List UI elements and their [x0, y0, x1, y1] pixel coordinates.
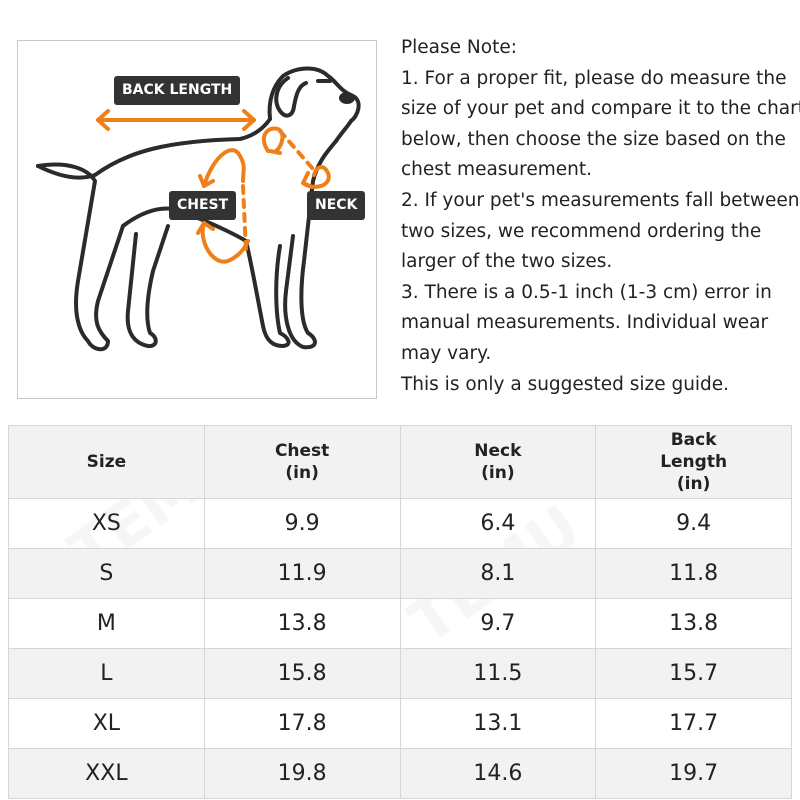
- table-row: XL 17.8 13.1 17.7: [8, 698, 792, 749]
- notes-line: below, then choose the size based on the: [401, 128, 786, 150]
- cell-back-length: 17.7: [595, 698, 792, 749]
- header-unit: (in): [285, 463, 319, 483]
- cell-chest: 9.9: [203, 498, 401, 549]
- header-text: Size: [86, 452, 127, 472]
- notes-line: 2. If your pet's measurements fall betwe…: [401, 189, 800, 211]
- cell-chest: 13.8: [203, 598, 401, 649]
- cell-neck: 6.4: [399, 498, 597, 549]
- cell-neck: 9.7: [399, 598, 597, 649]
- notes-line: manual measurements. Individual wear: [401, 312, 769, 334]
- header-size: Size: [8, 425, 205, 499]
- header-neck: Neck (in): [399, 425, 597, 499]
- header-back-length: Back Length (in): [595, 425, 792, 499]
- notes-line: 1. For a proper fit, please do measure t…: [401, 67, 787, 89]
- cell-neck: 8.1: [399, 548, 597, 599]
- table-row: XXL 19.8 14.6 19.7: [8, 748, 792, 799]
- measurement-arrows: [96, 109, 331, 264]
- notes-line: two sizes, we recommend ordering the: [401, 220, 762, 242]
- notes-line: 3. There is a 0.5-1 inch (1-3 cm) error …: [401, 281, 772, 303]
- header-text: Length: [660, 452, 728, 472]
- dog-outline-illustration: [36, 66, 361, 352]
- cell-neck: 14.6: [399, 748, 597, 799]
- header-unit: (in): [676, 474, 711, 494]
- cell-size: XL: [8, 698, 205, 749]
- notes-line: may vary.: [401, 342, 492, 364]
- header-text: Neck: [474, 441, 522, 461]
- table-row: S 11.9 8.1 11.8: [8, 548, 792, 599]
- cell-size: M: [8, 598, 205, 649]
- header-text: Chest: [274, 441, 330, 461]
- table-row: XS 9.9 6.4 9.4: [8, 498, 792, 549]
- header-unit: (in): [481, 463, 515, 483]
- cell-neck: 11.5: [399, 648, 597, 699]
- neck-label: NECK: [307, 191, 366, 220]
- cell-neck: 13.1: [399, 698, 597, 749]
- size-chart-table: Size Chest (in) Neck (in) Back Length (in) X…: [8, 425, 792, 799]
- cell-chest: 11.9: [203, 548, 401, 599]
- dog-nose: [339, 92, 355, 104]
- header-chest: Chest (in): [203, 425, 401, 499]
- cell-size: L: [8, 648, 205, 699]
- header-text: Back: [670, 430, 717, 450]
- cell-back-length: 13.8: [595, 598, 792, 649]
- cell-back-length: 19.7: [595, 748, 792, 799]
- back-length-label: BACK LENGTH: [114, 76, 241, 105]
- chest-label: CHEST: [169, 191, 237, 220]
- cell-back-length: 9.4: [595, 498, 792, 549]
- cell-size: S: [8, 548, 205, 599]
- table-row: M 13.8 9.7 13.8: [8, 598, 792, 649]
- cell-size: XS: [8, 498, 205, 549]
- cell-chest: 17.8: [203, 698, 401, 749]
- cell-size: XXL: [8, 748, 205, 799]
- cell-back-length: 15.7: [595, 648, 792, 699]
- notes-line: chest measurement.: [401, 159, 592, 181]
- cell-chest: 15.8: [203, 648, 401, 699]
- dog-measurement-diagram: BACK LENGTH CHEST NECK: [17, 40, 377, 399]
- table-header-row: Size Chest (in) Neck (in) Back Length (in): [8, 425, 792, 499]
- notes-line: size of your pet and compare it to the c…: [401, 98, 800, 120]
- table-row: L 15.8 11.5 15.7: [8, 648, 792, 699]
- notes-line: This is only a suggested size guide.: [401, 373, 730, 395]
- notes-line: larger of the two sizes.: [401, 251, 613, 273]
- cell-chest: 19.8: [203, 748, 401, 799]
- notes-heading: Please Note:: [401, 37, 517, 58]
- cell-back-length: 11.8: [595, 548, 792, 599]
- size-notes: Please Note: 1. For a proper fit, please…: [401, 33, 800, 400]
